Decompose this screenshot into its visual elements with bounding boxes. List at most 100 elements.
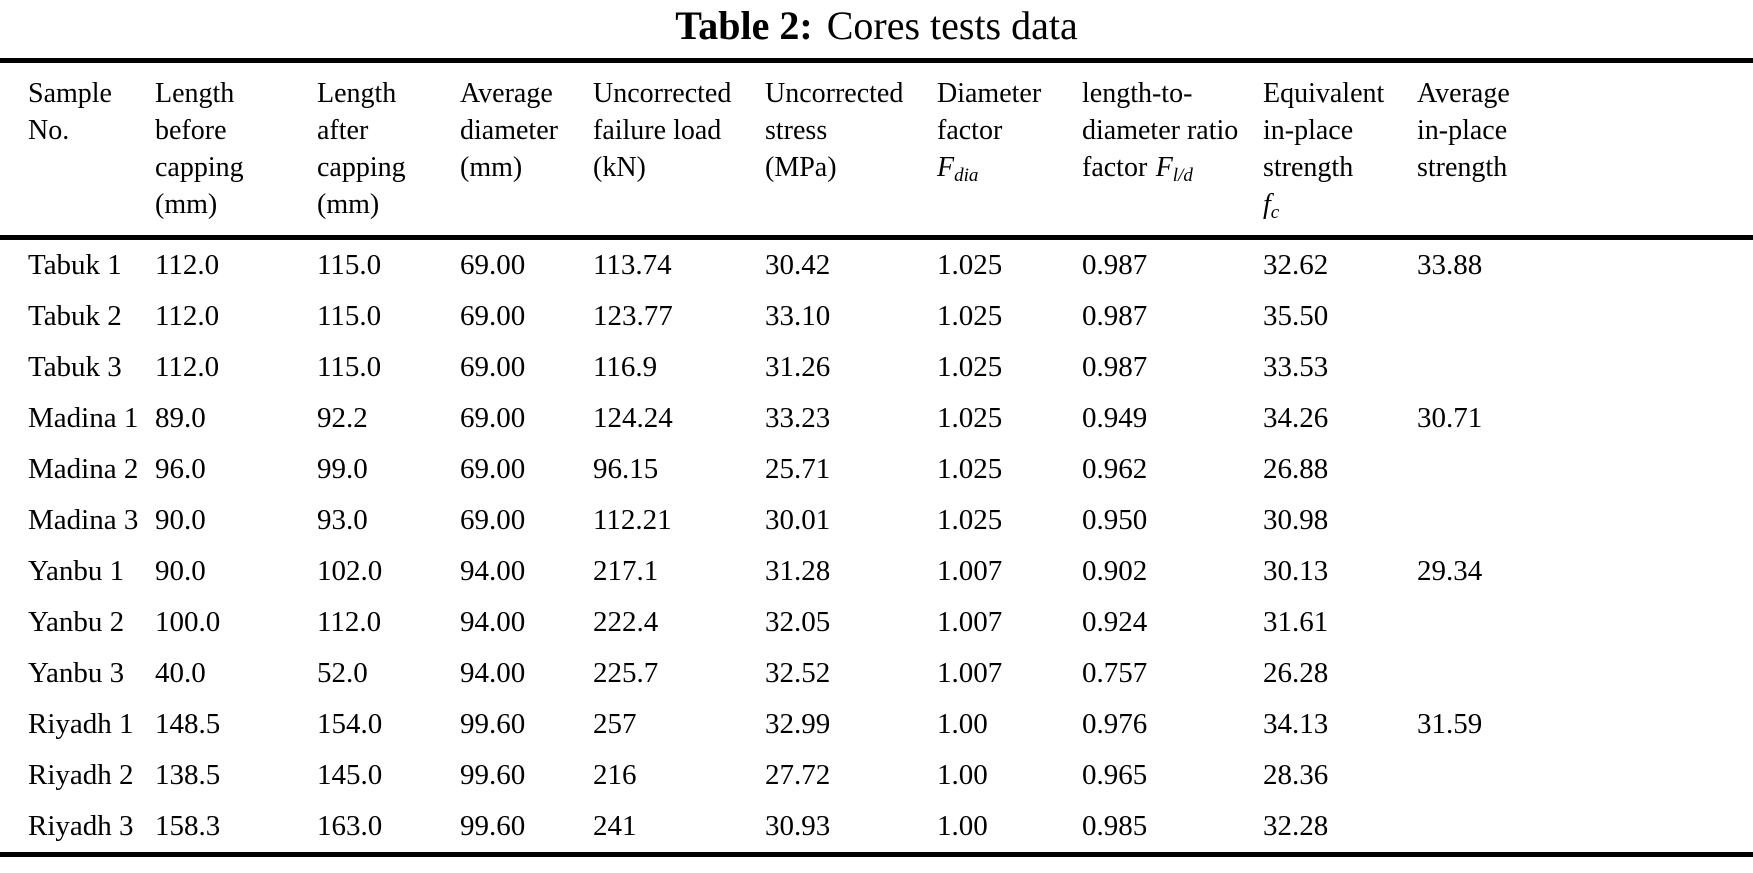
cell-equivalent-strength: 31.61 — [1263, 606, 1329, 638]
table-row-riyadh-1: Riyadh 1 148.5 154.0 99.60 257 32.99 1.0… — [0, 699, 1753, 750]
cell-length-after: 115.0 — [317, 249, 382, 281]
fc-symbol: fc — [1263, 189, 1280, 223]
cell-length-before: 40.0 — [155, 657, 206, 689]
cell-failure-load: 112.21 — [593, 504, 672, 536]
table-row-yanbu-3: Yanbu 3 40.0 52.0 94.00 225.7 32.52 1.00… — [0, 648, 1753, 699]
cell-length-before: 96.0 — [155, 453, 206, 485]
table-row-tabuk-1: Tabuk 1 112.0 115.0 69.00 113.74 30.42 1… — [0, 238, 1753, 292]
cell-equivalent-strength: 34.13 — [1263, 708, 1329, 740]
cell-diameter-factor: 1.025 — [937, 402, 1003, 434]
cell-sample: Madina 3 — [28, 504, 139, 536]
cell-equivalent-strength: 30.13 — [1263, 555, 1329, 587]
cell-uncorrected-stress: 32.52 — [765, 657, 831, 689]
cell-average-strength: 29.34 — [1417, 555, 1483, 587]
cell-length-after: 115.0 — [317, 300, 382, 332]
cell-uncorrected-stress: 32.99 — [765, 708, 831, 740]
col-header-equivalent-in-place-strength: Equivalent in-place strength fc — [1235, 60, 1389, 240]
cell-ld-factor: 0.950 — [1082, 504, 1148, 536]
cell-uncorrected-stress: 30.42 — [765, 249, 831, 281]
cell-equivalent-strength: 33.53 — [1263, 351, 1329, 383]
table-row-tabuk-2: Tabuk 2 112.0 115.0 69.00 123.77 33.10 1… — [0, 291, 1753, 342]
cell-diameter-factor: 1.025 — [937, 351, 1003, 383]
cell-ld-factor: 0.987 — [1082, 300, 1148, 332]
cell-length-before: 112.0 — [155, 249, 220, 281]
cell-uncorrected-stress: 31.26 — [765, 351, 831, 383]
table-row-riyadh-3: Riyadh 3 158.3 163.0 99.60 241 30.93 1.0… — [0, 801, 1753, 855]
cell-average-strength — [1389, 342, 1753, 393]
cell-avg-diameter: 94.00 — [460, 555, 526, 587]
cell-length-after: 99.0 — [317, 453, 368, 485]
col-header-label: Average in-place strength — [1417, 78, 1510, 183]
paper-page: Table 2: Cores tests data Sample No. Leng… — [0, 4, 1753, 873]
cell-average-strength: 30.71 — [1417, 402, 1483, 434]
col-header-sample-no: Sample No. — [0, 60, 127, 240]
cell-average-strength — [1389, 750, 1753, 801]
cell-diameter-factor: 1.00 — [937, 759, 988, 791]
cell-average-strength: 33.88 — [1417, 249, 1483, 281]
cell-ld-factor: 0.962 — [1082, 453, 1148, 485]
table-header: Sample No. Length before capping (mm) Le… — [0, 60, 1753, 240]
cell-diameter-factor: 1.007 — [937, 606, 1003, 638]
cell-length-before: 148.5 — [155, 708, 221, 740]
cell-ld-factor: 0.987 — [1082, 351, 1148, 383]
cell-uncorrected-stress: 27.72 — [765, 759, 831, 791]
cell-sample: Yanbu 2 — [28, 606, 125, 638]
cell-uncorrected-stress: 30.93 — [765, 810, 831, 842]
cell-average-strength — [1389, 291, 1753, 342]
cell-uncorrected-stress: 32.05 — [765, 606, 831, 638]
cell-avg-diameter: 69.00 — [460, 300, 526, 332]
cell-diameter-factor: 1.007 — [937, 555, 1003, 587]
cell-ld-factor: 0.985 — [1082, 810, 1148, 842]
cell-length-before: 138.5 — [155, 759, 221, 791]
cell-sample: Madina 1 — [28, 402, 139, 434]
cell-failure-load: 257 — [593, 708, 637, 740]
col-header-uncorrected-stress: Uncorrected stress (MPa) — [737, 60, 909, 240]
table-row-tabuk-3: Tabuk 3 112.0 115.0 69.00 116.9 31.26 1.… — [0, 342, 1753, 393]
cell-avg-diameter: 69.00 — [460, 402, 526, 434]
table-row-riyadh-2: Riyadh 2 138.5 145.0 99.60 216 27.72 1.0… — [0, 750, 1753, 801]
cell-uncorrected-stress: 33.10 — [765, 300, 831, 332]
cell-equivalent-strength: 35.50 — [1263, 300, 1329, 332]
col-header-average-diameter: Average diameter (mm) — [432, 60, 565, 240]
cell-sample: Yanbu 1 — [28, 555, 125, 587]
cell-avg-diameter: 69.00 — [460, 351, 526, 383]
cell-equivalent-strength: 34.26 — [1263, 402, 1329, 434]
cell-length-after: 112.0 — [317, 606, 382, 638]
cell-length-before: 112.0 — [155, 351, 220, 383]
col-header-label: Average diameter (mm) — [460, 78, 558, 183]
cell-avg-diameter: 69.00 — [460, 249, 526, 281]
cell-ld-factor: 0.976 — [1082, 708, 1148, 740]
cell-length-after: 163.0 — [317, 810, 383, 842]
cell-sample: Riyadh 3 — [28, 810, 134, 842]
col-header-average-in-place-strength: Average in-place strength — [1389, 60, 1753, 240]
cell-equivalent-strength: 26.88 — [1263, 453, 1329, 485]
cell-sample: Riyadh 2 — [28, 759, 134, 791]
cell-sample: Tabuk 3 — [28, 351, 122, 383]
col-header-diameter-factor: Diameter factor Fdia — [909, 60, 1054, 240]
table-row-madina-3: Madina 3 90.0 93.0 69.00 112.21 30.01 1.… — [0, 495, 1753, 546]
table-row-madina-1: Madina 1 89.0 92.2 69.00 124.24 33.23 1.… — [0, 393, 1753, 444]
cell-diameter-factor: 1.025 — [937, 504, 1003, 536]
cell-ld-factor: 0.902 — [1082, 555, 1148, 587]
cell-length-after: 92.2 — [317, 402, 368, 434]
col-header-length-before-capping: Length before capping (mm) — [127, 60, 289, 240]
table-caption-label: Table 2: — [675, 3, 813, 48]
cell-sample: Tabuk 2 — [28, 300, 122, 332]
table-row-madina-2: Madina 2 96.0 99.0 69.00 96.15 25.71 1.0… — [0, 444, 1753, 495]
cell-length-before: 100.0 — [155, 606, 221, 638]
cell-uncorrected-stress: 25.71 — [765, 453, 831, 485]
cell-sample: Tabuk 1 — [28, 249, 122, 281]
cell-failure-load: 225.7 — [593, 657, 659, 689]
cell-avg-diameter: 69.00 — [460, 453, 526, 485]
table-body: Tabuk 1 112.0 115.0 69.00 113.74 30.42 1… — [0, 238, 1753, 855]
cell-equivalent-strength: 32.28 — [1263, 810, 1329, 842]
cell-length-before: 90.0 — [155, 555, 206, 587]
cell-diameter-factor: 1.025 — [937, 249, 1003, 281]
cell-failure-load: 124.24 — [593, 402, 673, 434]
cell-failure-load: 116.9 — [593, 351, 658, 383]
cell-ld-factor: 0.987 — [1082, 249, 1148, 281]
cell-avg-diameter: 94.00 — [460, 657, 526, 689]
cell-equivalent-strength: 26.28 — [1263, 657, 1329, 689]
cell-length-after: 93.0 — [317, 504, 368, 536]
col-header-label: Uncorrected failure load (kN) — [593, 78, 732, 183]
